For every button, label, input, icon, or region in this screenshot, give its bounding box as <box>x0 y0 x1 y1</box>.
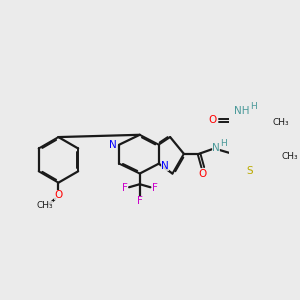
Text: O: O <box>199 169 207 178</box>
Text: H: H <box>220 140 227 148</box>
Text: N: N <box>109 140 117 150</box>
Text: F: F <box>137 196 143 206</box>
Text: CH₃: CH₃ <box>273 118 290 127</box>
Text: F: F <box>152 183 158 193</box>
Text: CH₃: CH₃ <box>282 152 298 161</box>
Text: H: H <box>250 102 256 111</box>
Text: O: O <box>54 190 62 200</box>
Text: S: S <box>246 166 253 176</box>
Text: CH₃: CH₃ <box>36 201 53 210</box>
Text: N: N <box>212 143 220 153</box>
Text: O: O <box>208 116 217 125</box>
Text: N: N <box>161 161 169 171</box>
Text: F: F <box>122 183 128 193</box>
Text: NH: NH <box>234 106 249 116</box>
